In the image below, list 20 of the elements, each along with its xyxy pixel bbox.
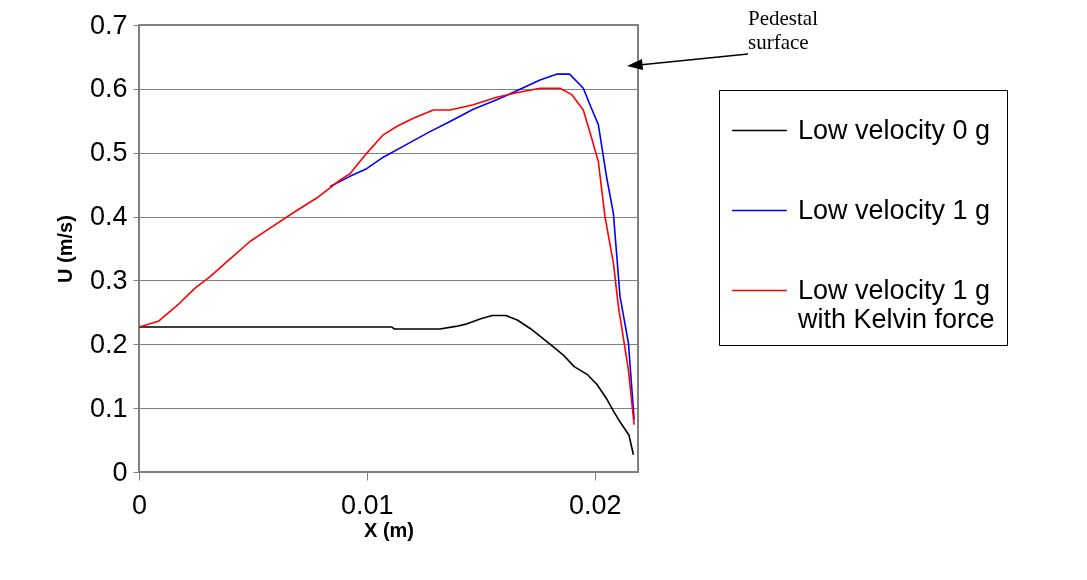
- y-tick-label: 0.3: [89, 264, 128, 295]
- x-tick-label: 0: [131, 489, 148, 520]
- legend-label: Low velocity 1 g with Kelvin force: [797, 274, 995, 334]
- y-tick-label: 0.2: [89, 328, 128, 359]
- y-tick-label: 0.6: [89, 73, 128, 104]
- legend-label: Low velocity 0 g: [798, 114, 991, 145]
- legend-label: Low velocity 1 g: [798, 194, 991, 225]
- y-axis-title: U (m/s): [53, 215, 76, 283]
- y-tick-label: 0.4: [89, 201, 128, 232]
- line-series: [139, 87, 635, 426]
- x-axis-title: X (m): [364, 518, 414, 541]
- line-series: [329, 73, 635, 421]
- y-tick-label: 0.5: [89, 137, 128, 168]
- x-tick-label: 0.02: [568, 489, 622, 520]
- line-series: [139, 314, 635, 456]
- text: Pedestal surface: [748, 6, 819, 54]
- y-tick-label: 0.1: [89, 392, 128, 423]
- x-tick-label: 0.01: [341, 489, 394, 520]
- y-tick-label: 0.7: [89, 9, 128, 40]
- y-tick-label: 0: [112, 456, 128, 487]
